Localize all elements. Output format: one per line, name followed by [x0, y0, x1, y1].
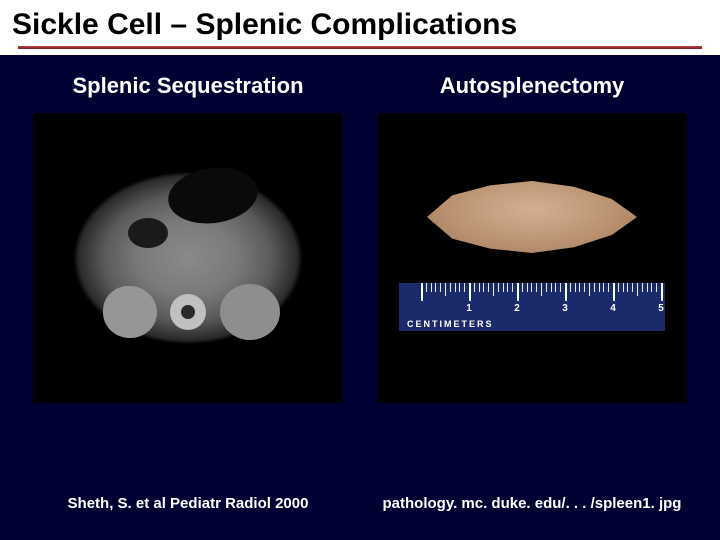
ruler-tick-minor	[608, 283, 609, 292]
ruler-tick-minor	[431, 283, 432, 292]
ruler-tick-minor	[435, 283, 436, 292]
right-column: Autosplenectomy 1 2 3 4 5 CENTIMETERS pathol…	[372, 73, 692, 530]
ruler-tick-major	[421, 283, 423, 301]
ruler-ticks	[399, 283, 665, 305]
right-image: 1 2 3 4 5 CENTIMETERS	[377, 113, 687, 403]
ruler-tick-minor	[594, 283, 595, 292]
ct-kidney-left	[103, 286, 157, 338]
left-caption: Sheth, S. et al Pediatr Radiol 2000	[68, 495, 309, 530]
slide: Sickle Cell – Splenic Complications Sple…	[0, 0, 720, 540]
ruler-tick-minor	[488, 283, 489, 292]
ct-dark-region	[128, 218, 168, 248]
ruler-tick-minor	[522, 283, 523, 292]
ruler-tick-minor	[459, 283, 460, 292]
content-row: Splenic Sequestration Sheth, S. et al Pe…	[0, 55, 720, 540]
ruler-tick-minor	[656, 283, 657, 292]
ruler-tick-major	[517, 283, 519, 301]
ruler-tick-major	[613, 283, 615, 301]
ruler-tick-minor	[493, 283, 494, 296]
ruler-tick-minor	[450, 283, 451, 292]
ruler-tick-minor	[479, 283, 480, 292]
ruler-tick-minor	[546, 283, 547, 292]
ruler-tick-minor	[426, 283, 427, 292]
ruler-tick-minor	[464, 283, 465, 292]
ruler-tick-minor	[527, 283, 528, 292]
specimen-background: 1 2 3 4 5 CENTIMETERS	[377, 113, 687, 403]
left-heading: Splenic Sequestration	[72, 73, 303, 99]
ruler-tick-major	[469, 283, 471, 301]
ruler-tick-minor	[584, 283, 585, 292]
slide-title: Sickle Cell – Splenic Complications	[12, 8, 708, 42]
ruler-number: 2	[514, 303, 520, 314]
ruler-tick-minor	[503, 283, 504, 292]
ruler-tick-minor	[637, 283, 638, 296]
title-bar: Sickle Cell – Splenic Complications	[0, 0, 720, 55]
ruler-tick-major	[661, 283, 663, 301]
ruler-numbers: 1 2 3 4 5	[399, 305, 665, 319]
ct-stomach-air	[165, 162, 262, 229]
ruler-tick-minor	[642, 283, 643, 292]
ruler-tick-minor	[632, 283, 633, 292]
ruler-number: 4	[610, 303, 616, 314]
right-heading: Autosplenectomy	[440, 73, 625, 99]
ruler-tick-minor	[455, 283, 456, 292]
ruler-tick-minor	[531, 283, 532, 292]
ruler-tick-minor	[498, 283, 499, 292]
ruler-tick-minor	[536, 283, 537, 292]
ruler-tick-minor	[507, 283, 508, 292]
ruler-tick-minor	[627, 283, 628, 292]
ruler-tick-minor	[560, 283, 561, 292]
ruler-tick-minor	[579, 283, 580, 292]
title-underline	[18, 46, 702, 49]
ruler-tick-minor	[599, 283, 600, 292]
ruler-tick-minor	[603, 283, 604, 292]
ruler-tick-minor	[512, 283, 513, 292]
ruler-tick-minor	[575, 283, 576, 292]
ruler-tick-major	[565, 283, 567, 301]
ruler-tick-minor	[474, 283, 475, 292]
ruler: 1 2 3 4 5 CENTIMETERS	[399, 283, 665, 331]
right-caption: pathology. mc. duke. edu/. . . /spleen1.…	[383, 495, 682, 530]
ruler-tick-minor	[541, 283, 542, 296]
ruler-tick-minor	[445, 283, 446, 296]
ruler-tick-minor	[570, 283, 571, 292]
ruler-tick-minor	[551, 283, 552, 292]
ruler-number: 5	[658, 303, 664, 314]
ruler-tick-minor	[483, 283, 484, 292]
ct-spinal-canal	[181, 305, 195, 319]
ruler-tick-minor	[623, 283, 624, 292]
ruler-tick-minor	[618, 283, 619, 292]
left-image	[33, 113, 343, 403]
ruler-tick-minor	[555, 283, 556, 292]
ruler-tick-minor	[589, 283, 590, 296]
ruler-label: CENTIMETERS	[399, 319, 665, 329]
ct-kidney-right	[220, 284, 280, 340]
ruler-tick-minor	[440, 283, 441, 292]
left-column: Splenic Sequestration Sheth, S. et al Pe…	[28, 73, 348, 530]
ruler-number: 1	[466, 303, 472, 314]
ct-scan-graphic	[48, 148, 328, 368]
ruler-tick-minor	[647, 283, 648, 292]
spleen-specimen	[427, 181, 637, 253]
ruler-number: 3	[562, 303, 568, 314]
ruler-tick-minor	[651, 283, 652, 292]
